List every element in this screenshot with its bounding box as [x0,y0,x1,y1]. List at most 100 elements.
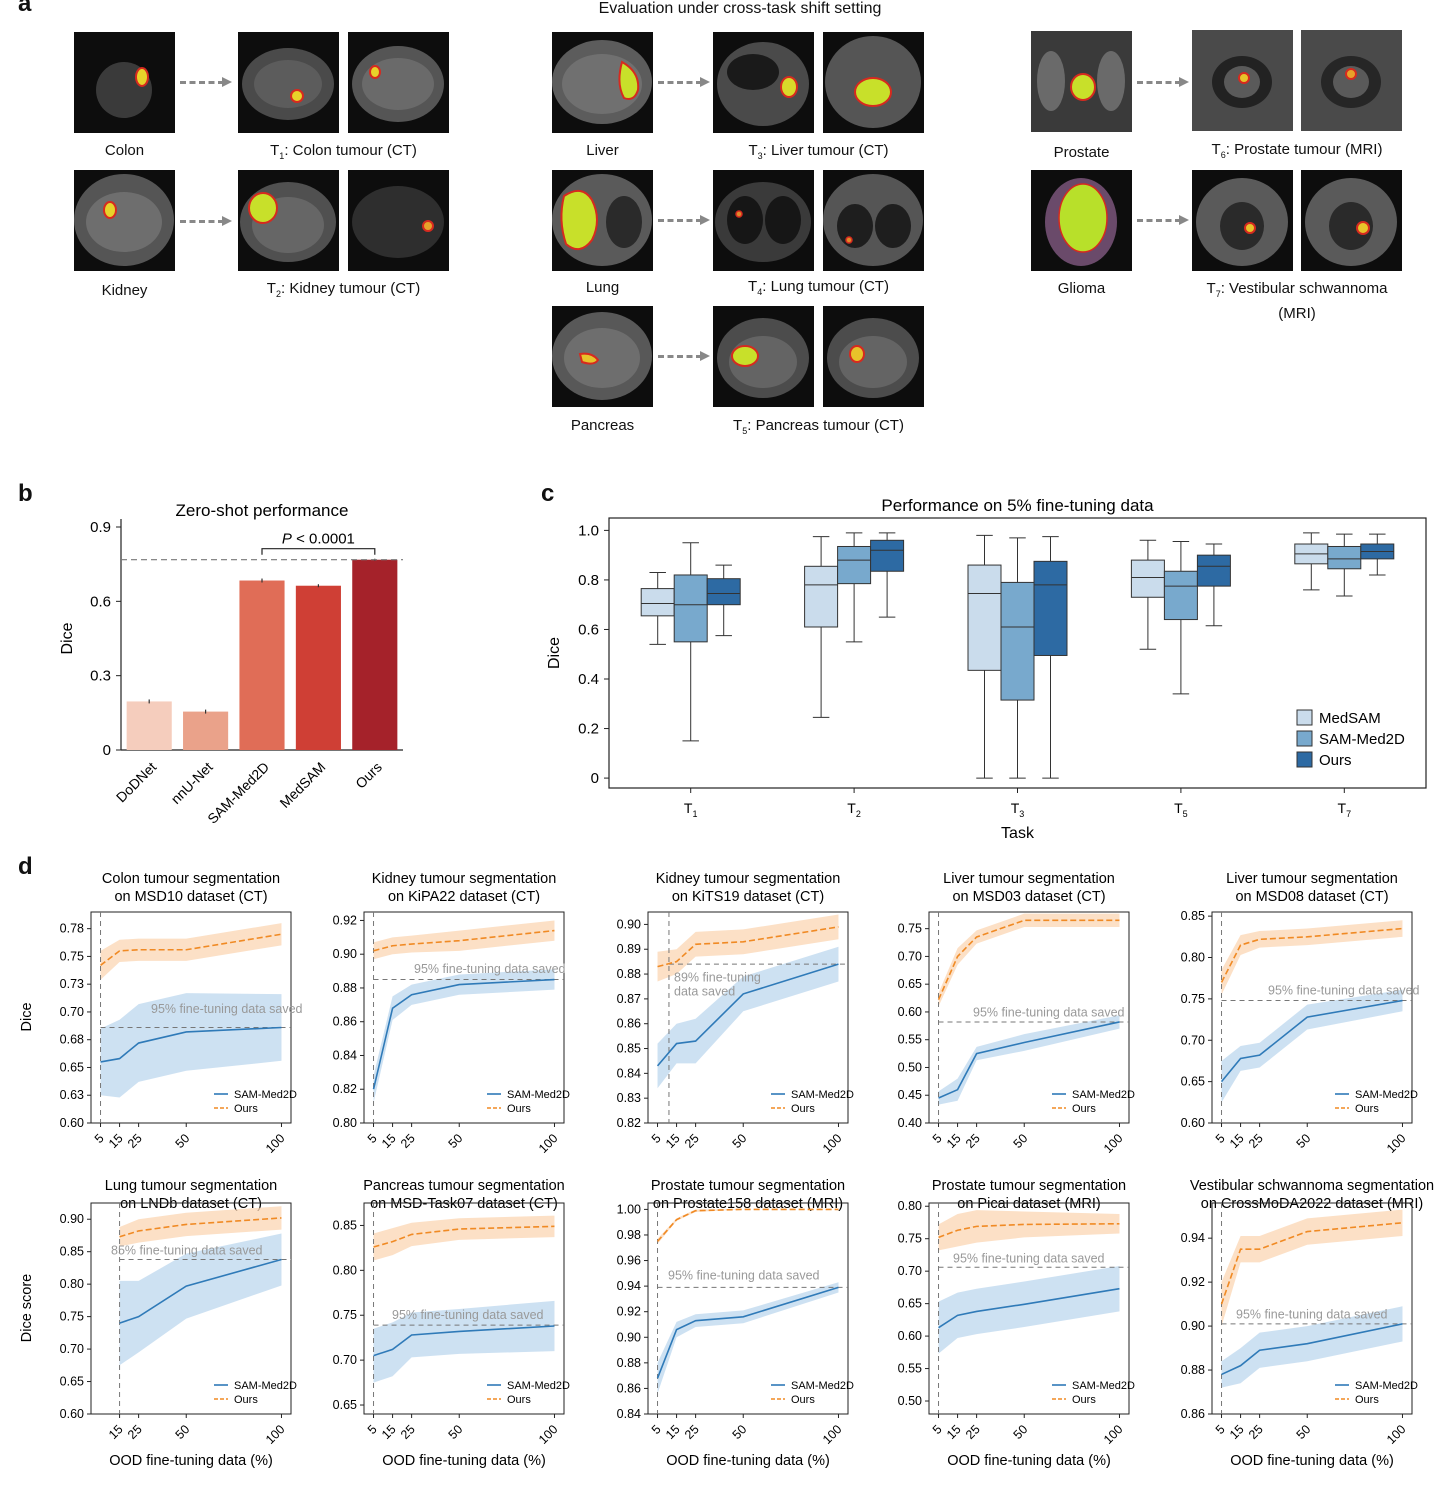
panel-label-a: a [18,0,32,17]
chart-d-ours-line [119,1217,282,1238]
chart-d-ytick-label: 0.96 [617,1254,641,1268]
chart-d-ours-line [373,929,555,952]
chart-d-xtick-label: 100 [1384,1131,1409,1156]
chart-d-ours-line [938,1222,1120,1239]
chart-b-ytick-label: 0.9 [90,519,111,536]
chart-d-ytick-label: 0.88 [617,967,641,981]
chart-d-annotation: 95% fine-tuning data saved [414,962,566,976]
chart-d-ytick-label: 0.80 [898,1199,922,1213]
chart-d-ytick-label: 0.84 [617,1066,641,1080]
chart-d-xtick-label: 5 [649,1422,664,1437]
chart-d-ytick-label: 0.65 [1181,1075,1205,1089]
chart-b-bar [295,585,341,750]
chart-d-xtick-label: 15 [379,1422,399,1442]
chart-d-ytick-label: 0.60 [60,1116,84,1130]
chart-d-ytick-label: 0.78 [60,922,84,936]
chart-d-xtick-label: 25 [125,1422,145,1442]
chart-d-ours-line [656,1208,839,1242]
lung-source-label: Lung [585,279,620,296]
chart-d-panel-title-1: Kidney tumour segmentation [372,871,557,887]
chart-d-ytick-label: 0.86 [617,1381,641,1395]
chart-d-legend-ours-label: Ours [234,1394,258,1406]
chart-d-annotation: 95% fine-tuning data saved [973,1005,1125,1019]
chart-b-xtick-label: DoDNet [113,759,160,806]
chart-d-line-panels: Colon tumour segmentation on MSD10 datase… [19,871,1434,1469]
chart-c-xtick-label: T5 [1174,800,1188,819]
chart-d-legend-ours-label: Ours [507,1394,531,1406]
panel-label-b: b [18,480,33,507]
chart-c-title: Performance on 5% fine-tuning data [881,496,1154,515]
chart-d-xtick-label: 15 [1227,1422,1247,1442]
chart-d-xlabel: OOD fine-tuning data (%) [666,1453,830,1469]
chart-d-panel-title-1: Vestibular schwannoma segmentation [1190,1178,1434,1194]
chart-d-ours-line [657,926,839,968]
chart-d-xtick-label: 50 [1294,1131,1314,1151]
chart-d-xtick-label: 50 [1011,1422,1031,1442]
chart-d-ytick-label: 0.82 [333,1082,357,1096]
chart-d-annotation: 95% fine-tuning data saved [1268,984,1420,998]
glioma-source-image [1031,170,1132,271]
chart-d-annotation-2: data saved [674,985,735,999]
chart-d-legend-ours-label: Ours [507,1103,531,1115]
chart-d-xtick-label: 50 [1011,1131,1031,1151]
chart-d-xtick-label: 5 [649,1131,664,1146]
chart-d-sam-line [938,1287,1120,1329]
chart-d-ytick-label: 0.60 [898,1005,922,1019]
chart-d-panel-title-1: Pancreas tumour segmentation [363,1178,565,1194]
lung-target-image-1 [713,170,814,271]
chart-d-panel: Liver tumour segmentation on MSD03 datase… [898,871,1135,1156]
liver-target-label: T3: Liver tumour (CT) [748,142,889,161]
kidney-arrow [180,216,232,226]
chart-d-ytick-label: 0.80 [333,1116,357,1130]
chart-d-ytick-label: 0.70 [60,1342,84,1356]
chart-d-ytick-label: 0.70 [333,1353,357,1367]
chart-d-panel: Vestibular schwannoma segmentation on Cro… [1181,1178,1434,1469]
chart-d-sam-band [938,1015,1120,1105]
chart-d-xtick-label: 100 [1101,1422,1126,1447]
chart-c-legend-swatch [1296,751,1313,768]
chart-d-ytick-label: 0.80 [60,1277,84,1291]
chart-d-xtick-label: 50 [173,1131,193,1151]
chart-d-sam-band [1221,989,1403,1103]
chart-d-sam-band [119,1233,282,1366]
chart-c-xtick-label: T1 [684,800,698,819]
chart-d-panel-title-1: Kidney tumour segmentation [656,871,841,887]
chart-d-legend-sam-label: SAM-Med2D [234,1380,297,1392]
chart-d-xtick-label: 100 [820,1131,845,1156]
chart-d-ours-band [100,923,282,980]
chart-d-ytick-label: 0.84 [617,1407,641,1421]
chart-d-ytick-label: 0.82 [617,1116,641,1130]
chart-c-ytick-label: 0.8 [578,572,599,589]
chart-d-xtick-label: 25 [963,1131,983,1151]
chart-d-ours-band [373,1215,555,1261]
chart-d-sam-band [657,1282,839,1394]
chart-d-ytick-label: 0.50 [898,1394,922,1408]
chart-d-legend-sam-label: SAM-Med2D [1072,1380,1135,1392]
liver-source-label: Liver [586,142,619,159]
chart-d-ytick-label: 0.90 [333,947,357,961]
chart-c-xtick-label: T2 [847,800,861,819]
chart-d-ours-line [1220,927,1403,983]
chart-d-annotation: 85% fine-tuning data saved [111,1243,263,1257]
chart-d-ytick-label: 1.00 [617,1202,641,1216]
chart-d-xtick-label: 25 [1246,1422,1266,1442]
chart-d-ytick-label: 0.65 [898,977,922,991]
chart-d-ytick-label: 0.90 [617,1330,641,1344]
chart-d-frame [647,911,849,1124]
chart-d-legend-sam-label: SAM-Med2D [1355,1380,1418,1392]
chart-d-legend-sam-label: SAM-Med2D [791,1089,854,1101]
kidney-source-image [74,170,175,271]
chart-d-panel-title-2: on LNDb dataset (CT) [120,1196,262,1212]
chart-d-ytick-label: 0.90 [617,917,641,931]
chart-d-legend-ours-label: Ours [234,1103,258,1115]
chart-d-frame [928,1202,1130,1415]
chart-c-ytick-label: 0.2 [578,721,599,738]
chart-d-xtick-label: 100 [820,1422,845,1447]
chart-d-ytick-label: 0.92 [617,1305,641,1319]
chart-d-ytick-label: 0.75 [60,949,84,963]
glioma-target-label: T7: Vestibular schwannoma (MRI) [1206,280,1388,322]
chart-d-xtick-label: 25 [682,1422,702,1442]
chart-d-legend-sam-label: SAM-Med2D [791,1380,854,1392]
chart-d-panel-title-2: on MSD10 dataset (CT) [114,889,267,905]
chart-d-annotation: 95% fine-tuning data saved [1236,1307,1388,1321]
